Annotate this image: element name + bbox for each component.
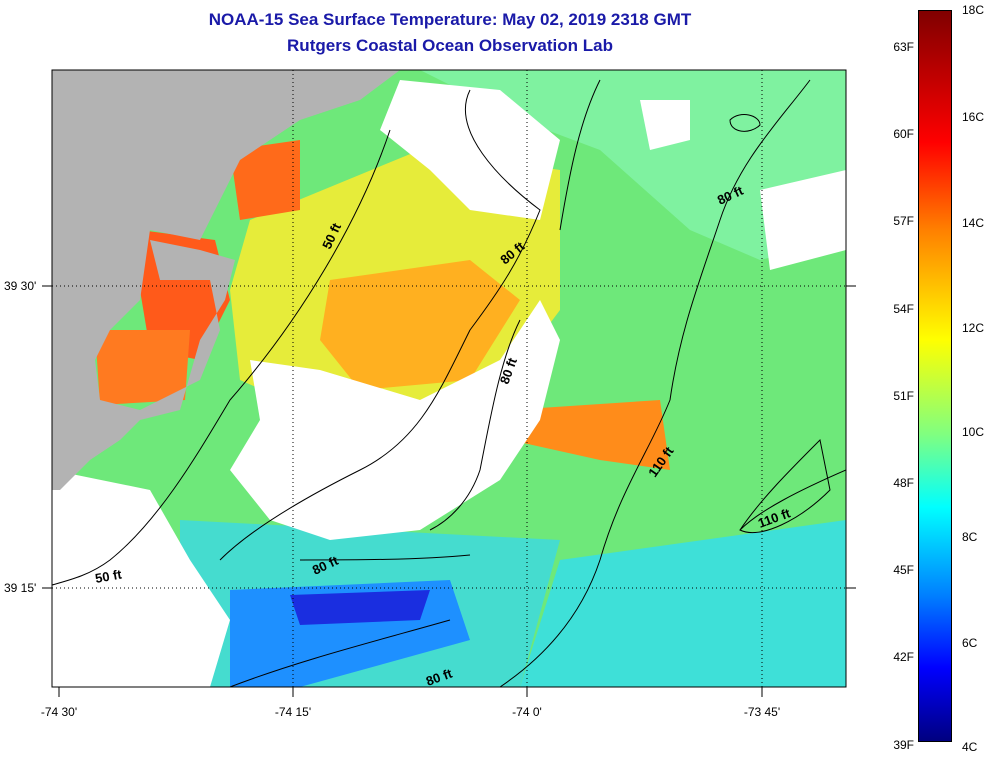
- colorbar-celsius-label: 12C: [962, 321, 985, 335]
- colorbar-celsius-label: 4C: [962, 740, 978, 754]
- no-data-region: [380, 80, 560, 220]
- colorbar: [918, 10, 952, 742]
- bathymetry-contours: [52, 79, 846, 687]
- colorbar-fahrenheit-label: 63F: [893, 40, 914, 54]
- sst-region-hot-2: [510, 400, 670, 470]
- sst-region-hot: [320, 260, 520, 390]
- colorbar-fahrenheit-label: 51F: [893, 389, 914, 403]
- graticule: [52, 70, 846, 687]
- map-subtitle: Rutgers Coastal Ocean Observation Lab: [287, 36, 613, 55]
- no-data-region: [52, 470, 230, 687]
- x-tick-label: -74 15': [275, 705, 311, 719]
- colorbar-celsius-label: 8C: [962, 530, 978, 544]
- plot-frame: [51, 69, 847, 688]
- colorbar-celsius-label: 10C: [962, 425, 985, 439]
- x-tick-label: -73 45': [744, 705, 780, 719]
- tick-marks: [42, 285, 856, 697]
- y-tick-label: 39 30': [4, 279, 36, 293]
- y-tick-label: 39 15': [4, 581, 36, 595]
- sst-nearshore-hot-3: [230, 140, 300, 220]
- contour-label: 50 ft: [94, 566, 124, 586]
- colorbar-fahrenheit-label: 54F: [893, 302, 914, 316]
- no-data-region: [230, 300, 560, 540]
- colorbar-fahrenheit-label: 45F: [893, 563, 914, 577]
- colorbar-fahrenheit-label: 42F: [893, 650, 914, 664]
- sst-region-coldest: [290, 590, 430, 625]
- map-title: NOAA-15 Sea Surface Temperature: May 02,…: [208, 10, 692, 29]
- sst-nearshore-hot-2: [95, 330, 190, 405]
- no-data-region: [640, 100, 690, 150]
- colorbar-fahrenheit-label: 39F: [893, 738, 914, 752]
- colorbar-celsius-label: 14C: [962, 216, 985, 230]
- colorbar-fahrenheit-label: 57F: [893, 214, 914, 228]
- land: [52, 70, 400, 490]
- x-tick-label: -74 0': [512, 705, 542, 719]
- x-tick-label: -74 30': [41, 705, 77, 719]
- colorbar-celsius-label: 18C: [962, 3, 985, 17]
- colorbar-celsius-label: 6C: [962, 636, 978, 650]
- no-data-region: [760, 170, 846, 270]
- colorbar-fahrenheit-label: 60F: [893, 127, 914, 141]
- colorbar-celsius-label: 16C: [962, 110, 985, 124]
- colorbar-fahrenheit-label: 48F: [893, 476, 914, 490]
- sst-region-cool-se: [520, 520, 846, 687]
